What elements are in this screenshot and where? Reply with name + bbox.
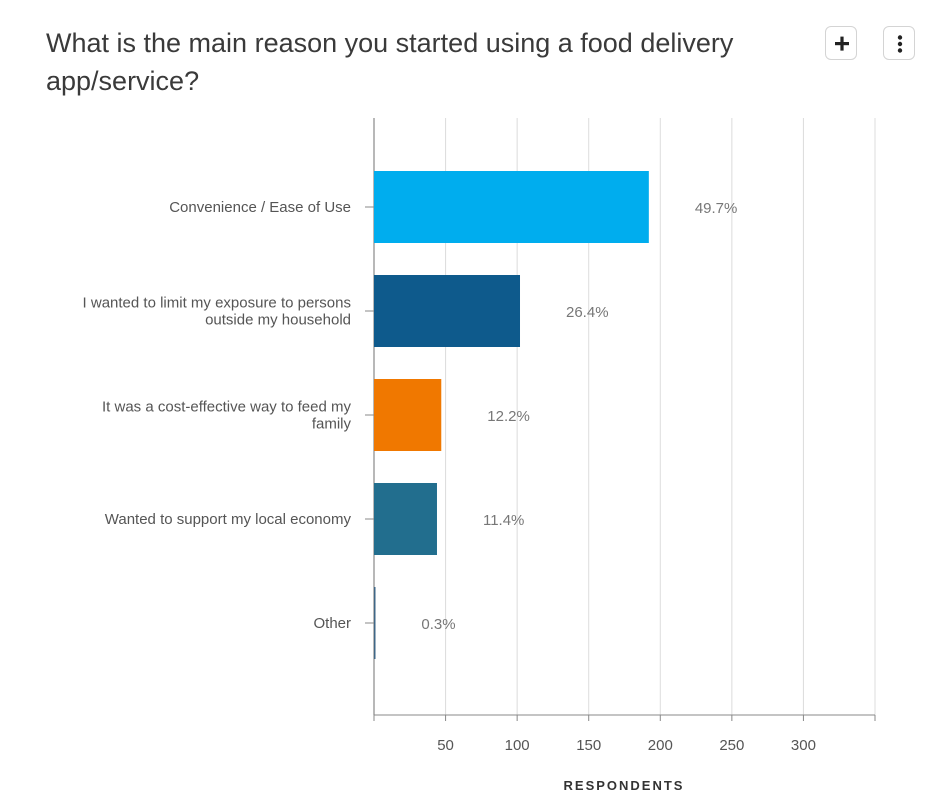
data-label: 12.2% xyxy=(487,408,530,425)
category-label: Wanted to support my local economy xyxy=(105,511,352,528)
x-tick-label: 100 xyxy=(505,737,530,754)
bar[interactable] xyxy=(374,171,649,243)
category-label: I wanted to limit my exposure to persons xyxy=(83,295,351,312)
data-label: 26.4% xyxy=(566,304,609,321)
more-options-button[interactable] xyxy=(883,26,915,60)
chart-title: What is the main reason you started usin… xyxy=(46,28,734,96)
category-label: It was a cost-effective way to feed my xyxy=(102,399,351,416)
bar[interactable] xyxy=(374,275,521,347)
bar[interactable] xyxy=(374,587,376,659)
bar[interactable] xyxy=(374,483,437,555)
x-axis-title: RESPONDENTS xyxy=(564,778,685,793)
x-tick-label: 300 xyxy=(791,737,816,754)
category-label: outside my household xyxy=(205,312,351,329)
x-tick-label: 150 xyxy=(576,737,601,754)
add-button[interactable] xyxy=(825,26,857,60)
x-tick-label: 250 xyxy=(719,737,744,754)
category-label: Convenience / Ease of Use xyxy=(169,199,351,216)
x-tick-label: 200 xyxy=(648,737,673,754)
data-label: 11.4% xyxy=(483,512,524,529)
bar[interactable] xyxy=(374,379,442,451)
data-label: 0.3% xyxy=(421,616,455,633)
x-tick-label: 50 xyxy=(437,737,454,754)
category-label: Other xyxy=(313,615,351,632)
plus-icon xyxy=(835,36,849,51)
category-label: family xyxy=(312,416,352,433)
vertical-ellipsis-icon xyxy=(897,35,903,53)
data-label: 49.7% xyxy=(695,200,738,217)
